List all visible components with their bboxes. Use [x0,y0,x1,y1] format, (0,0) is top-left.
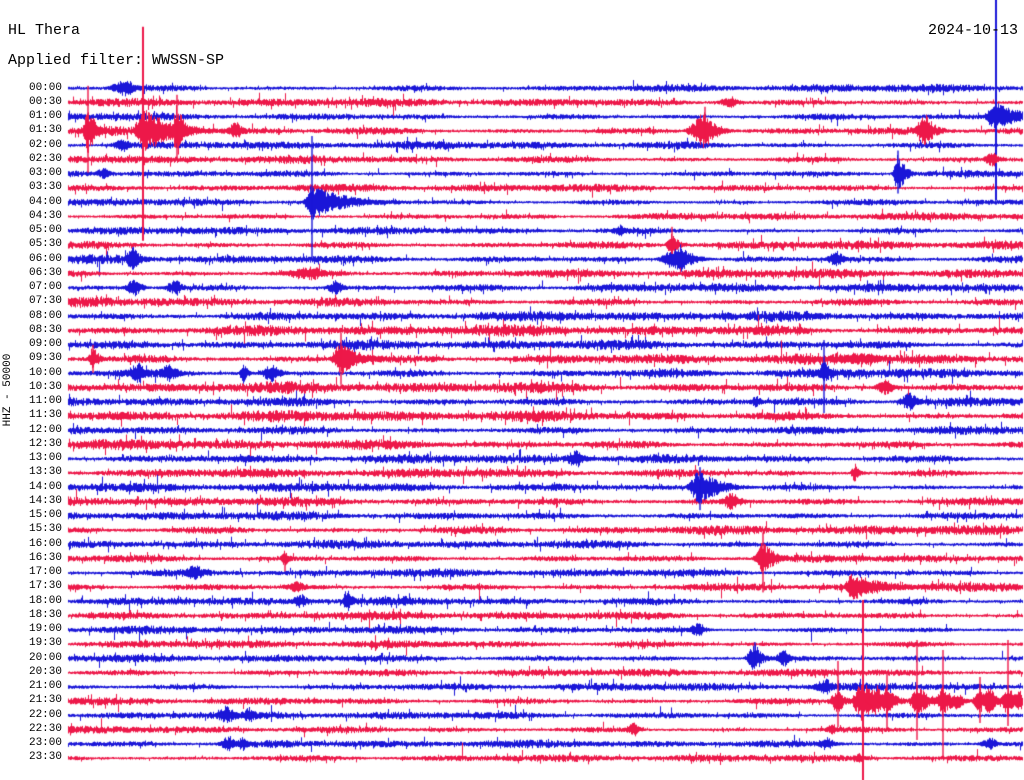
station-title: HL Thera [8,22,81,39]
time-label-0030: 00:30 [28,95,62,108]
time-label-1700: 17:00 [28,566,62,579]
time-label-2300: 23:00 [28,737,62,750]
time-label-0930: 09:30 [28,352,62,365]
time-label-1100: 11:00 [28,395,62,408]
time-label-1800: 18:00 [28,594,62,607]
time-label-0630: 06:30 [28,266,62,279]
time-label-0100: 01:00 [28,110,62,122]
time-label-0500: 05:00 [28,224,62,237]
date-label: 2024-10-13 [927,22,1018,39]
time-label-2330: 23:30 [28,751,62,764]
time-label-1400: 14:00 [28,480,62,493]
time-label-2230: 22:30 [28,722,62,735]
time-label-0400: 04:00 [28,195,62,208]
time-label-0430: 04:30 [28,209,62,222]
time-label-2030: 20:30 [28,665,62,678]
time-label-0600: 06:00 [28,252,62,265]
time-label-1000: 10:00 [28,366,62,379]
time-label-1830: 18:30 [28,608,62,621]
time-label-0000: 00:00 [28,81,62,94]
time-label-1930: 19:30 [28,637,62,650]
time-label-0700: 07:00 [28,281,62,294]
time-label-1600: 16:00 [28,537,62,550]
time-label-1030: 10:30 [28,380,62,393]
time-label-2000: 20:00 [28,651,62,664]
time-label-1300: 13:00 [28,452,62,465]
time-label-1230: 12:30 [28,437,62,450]
time-label-2100: 21:00 [28,680,62,693]
time-label-1730: 17:30 [28,580,62,593]
time-label-1900: 19:00 [28,623,62,636]
time-label-0330: 03:30 [28,181,62,194]
time-label-0530: 05:30 [28,238,62,251]
time-label-0900: 09:00 [28,338,62,351]
time-label-1130: 11:30 [28,409,62,422]
time-label-1430: 14:30 [28,494,62,507]
time-label-1200: 12:00 [28,423,62,436]
time-label-1530: 15:30 [28,523,62,536]
time-label-1500: 15:00 [28,509,62,522]
time-label-1330: 13:30 [28,466,62,479]
time-label-0300: 03:00 [28,167,62,180]
applied-filter-label: Applied filter: WWSSN-SP [8,52,225,69]
time-label-0130: 01:30 [28,124,62,137]
time-label-0800: 08:00 [28,309,62,322]
time-label-0230: 02:30 [28,152,62,165]
time-label-0730: 07:30 [28,295,62,308]
time-label-2200: 22:00 [28,708,62,721]
time-label-2130: 21:30 [28,694,62,707]
time-label-0830: 08:30 [28,323,62,336]
time-label-0200: 02:00 [28,138,62,151]
time-label-1630: 16:30 [28,551,62,564]
